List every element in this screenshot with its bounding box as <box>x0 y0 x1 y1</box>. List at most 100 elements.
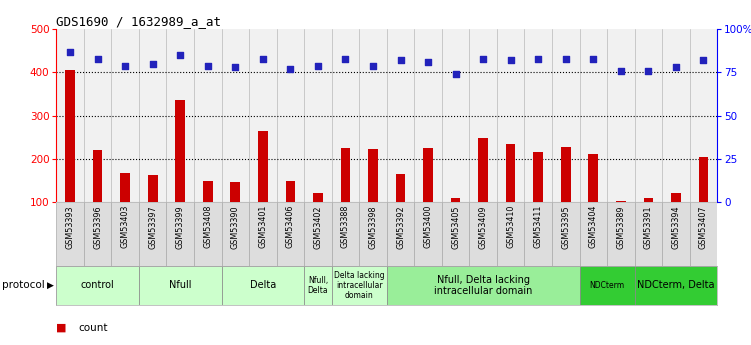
Text: GSM53393: GSM53393 <box>65 205 74 248</box>
Text: GSM53401: GSM53401 <box>258 205 267 248</box>
Text: GSM53400: GSM53400 <box>424 205 433 248</box>
Point <box>477 56 489 61</box>
Text: GSM53406: GSM53406 <box>286 205 295 248</box>
FancyBboxPatch shape <box>662 202 689 266</box>
FancyBboxPatch shape <box>580 202 607 266</box>
FancyBboxPatch shape <box>524 202 552 266</box>
Bar <box>533 152 543 245</box>
Point <box>698 58 710 63</box>
Text: GSM53394: GSM53394 <box>671 205 680 248</box>
Text: GSM53404: GSM53404 <box>589 205 598 248</box>
Point <box>229 65 241 70</box>
Point <box>532 56 544 61</box>
FancyBboxPatch shape <box>167 202 194 266</box>
Point <box>394 58 406 63</box>
Bar <box>222 29 249 202</box>
Point <box>312 63 324 68</box>
Bar <box>65 70 75 245</box>
Bar <box>387 29 415 202</box>
FancyBboxPatch shape <box>469 202 497 266</box>
Text: GSM53405: GSM53405 <box>451 205 460 248</box>
Text: GSM53395: GSM53395 <box>561 205 570 249</box>
FancyBboxPatch shape <box>332 202 359 266</box>
Text: GSM53388: GSM53388 <box>341 205 350 248</box>
FancyBboxPatch shape <box>635 266 717 305</box>
Point <box>64 49 76 55</box>
Text: protocol: protocol <box>2 280 44 290</box>
Bar <box>84 29 111 202</box>
Point <box>642 68 654 73</box>
Bar <box>506 144 515 245</box>
Bar <box>120 172 130 245</box>
Bar <box>194 29 222 202</box>
Point <box>367 63 379 68</box>
FancyBboxPatch shape <box>635 202 662 266</box>
Bar <box>424 148 433 245</box>
Point <box>422 59 434 65</box>
Bar <box>451 198 460 245</box>
Point <box>146 61 158 67</box>
Bar <box>313 193 323 245</box>
Bar <box>276 29 304 202</box>
Text: GSM53411: GSM53411 <box>534 205 543 248</box>
Bar <box>442 29 469 202</box>
FancyBboxPatch shape <box>304 266 332 305</box>
Text: Delta: Delta <box>250 280 276 290</box>
Bar <box>285 181 295 245</box>
Bar <box>139 29 167 202</box>
Text: Nfull,
Delta: Nfull, Delta <box>308 276 328 295</box>
Bar <box>359 29 387 202</box>
Bar <box>249 29 276 202</box>
Text: GSM53392: GSM53392 <box>396 205 405 249</box>
Text: GSM53409: GSM53409 <box>478 205 487 248</box>
Point <box>670 65 682 70</box>
Bar <box>176 100 185 245</box>
Bar <box>552 29 580 202</box>
Bar <box>524 29 552 202</box>
FancyBboxPatch shape <box>415 202 442 266</box>
Text: GSM53403: GSM53403 <box>121 205 130 248</box>
Bar <box>561 147 571 245</box>
Text: GSM53397: GSM53397 <box>148 205 157 249</box>
FancyBboxPatch shape <box>552 202 580 266</box>
Point <box>119 63 131 68</box>
Text: NDCterm: NDCterm <box>590 281 625 290</box>
Point <box>505 58 517 63</box>
Bar <box>580 29 607 202</box>
FancyBboxPatch shape <box>304 202 332 266</box>
Bar <box>231 181 240 245</box>
FancyBboxPatch shape <box>497 202 524 266</box>
FancyBboxPatch shape <box>332 266 387 305</box>
Bar <box>332 29 359 202</box>
FancyBboxPatch shape <box>56 266 139 305</box>
Text: Delta lacking
intracellular
domain: Delta lacking intracellular domain <box>334 271 385 300</box>
Point <box>174 52 186 58</box>
Point <box>587 56 599 61</box>
Text: GSM53407: GSM53407 <box>699 205 708 248</box>
Text: GDS1690 / 1632989_a_at: GDS1690 / 1632989_a_at <box>56 15 222 28</box>
FancyBboxPatch shape <box>111 202 139 266</box>
Bar <box>415 29 442 202</box>
Bar <box>203 181 213 245</box>
Text: GSM53398: GSM53398 <box>369 205 378 248</box>
FancyBboxPatch shape <box>689 202 717 266</box>
Bar <box>368 149 378 245</box>
FancyBboxPatch shape <box>139 266 222 305</box>
Bar <box>111 29 139 202</box>
Text: GSM53399: GSM53399 <box>176 205 185 249</box>
Bar <box>93 150 102 245</box>
Bar <box>304 29 332 202</box>
Bar <box>167 29 194 202</box>
Bar <box>644 197 653 245</box>
FancyBboxPatch shape <box>222 266 304 305</box>
Text: GSM53402: GSM53402 <box>313 205 322 248</box>
Bar <box>396 174 406 245</box>
Text: control: control <box>81 280 114 290</box>
FancyBboxPatch shape <box>56 202 84 266</box>
Bar <box>635 29 662 202</box>
FancyBboxPatch shape <box>139 202 167 266</box>
Bar <box>478 138 488 245</box>
Text: GSM53391: GSM53391 <box>644 205 653 248</box>
Text: NDCterm, Delta: NDCterm, Delta <box>637 280 715 290</box>
Bar <box>662 29 689 202</box>
